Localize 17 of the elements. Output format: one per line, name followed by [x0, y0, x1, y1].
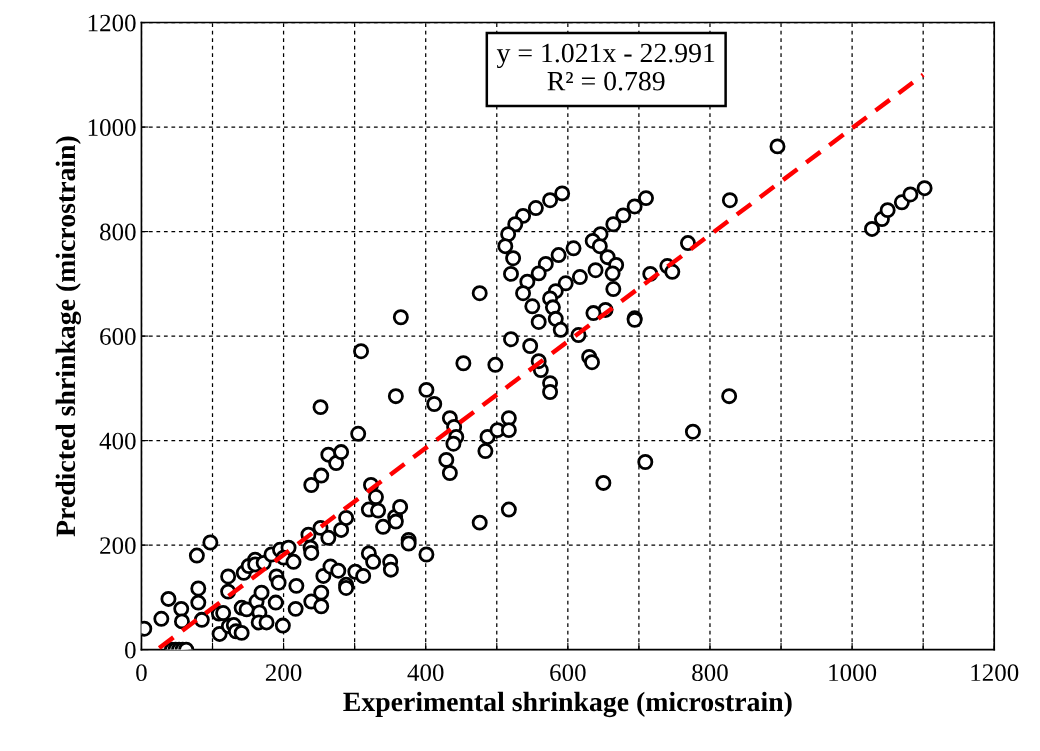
y-tick-label: 1200: [88, 14, 136, 32]
x-tick-label: 1000: [829, 664, 877, 682]
y-tick-label: 1000: [88, 119, 136, 136]
x-axis-title: Experimental shrinkage (microstrain): [343, 691, 792, 718]
annotation: y = 1.021x - 22.991 R² = 0.789: [496, 43, 715, 91]
x-tick-label: 400: [407, 664, 444, 682]
x-tick-label: 0: [136, 664, 147, 682]
y-tick-label: 600: [100, 328, 136, 345]
x-tick-label: 800: [692, 664, 728, 682]
y-axis-title: Predicted shrinkage (microstrain): [55, 136, 82, 537]
x-tick-label: 200: [265, 664, 302, 682]
x-tick-label: 600: [550, 664, 586, 682]
y-tick-label: 0: [125, 641, 136, 659]
y-tick-label: 400: [99, 432, 136, 450]
y-tick-label: 200: [100, 537, 136, 555]
y-tick-label: 800: [100, 223, 136, 241]
x-tick-label: 1200: [971, 664, 1019, 682]
